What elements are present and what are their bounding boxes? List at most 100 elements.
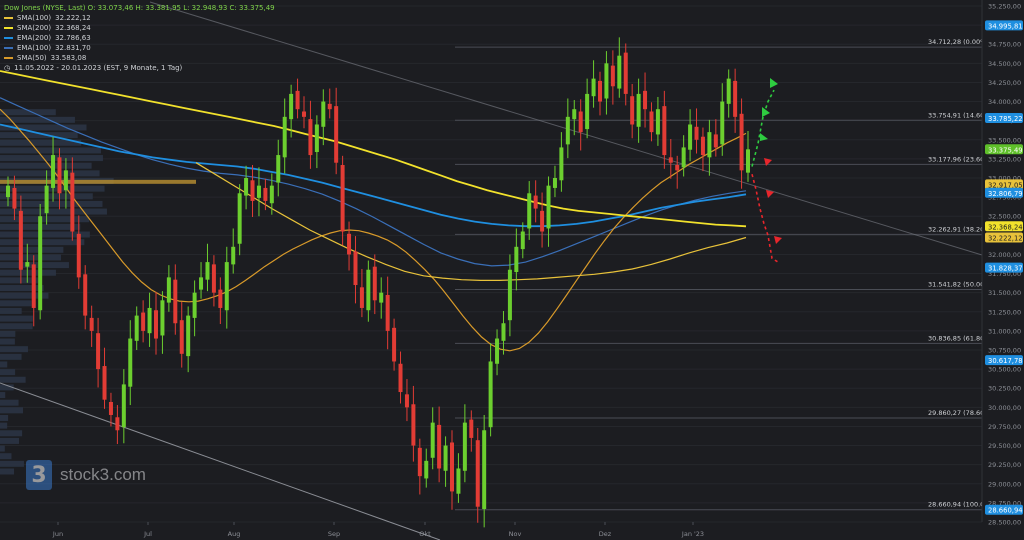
candle (102, 347, 107, 409)
y-tick-label: 32.000,00 (988, 251, 1021, 259)
candle-body (694, 126, 699, 140)
volume-bar (0, 254, 61, 261)
candle (430, 407, 435, 470)
candle (495, 329, 500, 376)
candle (179, 301, 184, 368)
volume-bar (0, 330, 16, 337)
candle (668, 139, 673, 179)
candle-body (231, 246, 236, 265)
candle-body (507, 269, 512, 321)
candle (540, 192, 545, 248)
price-tag-label: 34.995,81 (988, 22, 1023, 30)
legend-item-ema200[interactable]: EMA(200) 32.786,63 (4, 33, 275, 43)
legend-item-sma200[interactable]: SMA(200) 32.368,24 (4, 23, 275, 33)
candle (154, 291, 158, 355)
legend-item-ema100[interactable]: EMA(100) 32.831,70 (4, 43, 275, 53)
candle (244, 165, 249, 210)
candle (250, 165, 255, 217)
scenario-up-path (751, 89, 775, 167)
y-tick-label: 30.000,00 (988, 404, 1021, 412)
candle (269, 173, 274, 215)
candle (733, 68, 738, 133)
candle-body (250, 180, 255, 201)
y-tick-label: 31.750,00 (988, 270, 1021, 278)
candle (334, 87, 339, 175)
candle (379, 277, 384, 319)
candle (12, 175, 17, 221)
candle-body (166, 277, 171, 303)
candle-body (12, 187, 17, 209)
price-tag-label: 30.617,78 (988, 357, 1023, 365)
y-tick-label: 31.000,00 (988, 327, 1021, 335)
candle (218, 277, 223, 325)
candle-body (713, 134, 718, 148)
candle (70, 157, 75, 241)
y-tick-label: 30.250,00 (988, 385, 1021, 393)
candle (359, 268, 364, 318)
price-tag-label: 33.375,49 (988, 146, 1023, 154)
x-tick-label: Okt (419, 530, 431, 538)
candle (282, 98, 287, 174)
candle (115, 405, 120, 445)
y-tick-label: 30.500,00 (988, 366, 1021, 374)
price-tag-bg (985, 187, 1023, 198)
volume-bar (0, 307, 22, 314)
candle (643, 72, 648, 128)
candle-body (520, 231, 525, 250)
volume-bar (0, 231, 90, 238)
candle-body (128, 338, 133, 387)
volume-bar (0, 430, 23, 437)
candle-body (546, 185, 551, 229)
candle-body (314, 124, 319, 153)
candle-body (334, 106, 339, 163)
candle (533, 180, 538, 223)
volume-bar (0, 407, 24, 414)
price-tag: 30.617,78 (985, 355, 1023, 366)
volume-bar (0, 185, 105, 192)
candle-body (276, 155, 281, 183)
candle-body (282, 116, 287, 158)
candle-body (623, 52, 628, 94)
candle (475, 427, 480, 523)
candle (598, 71, 602, 116)
candle-body (469, 419, 474, 438)
candle-body (746, 149, 750, 173)
candle-body (411, 404, 416, 446)
candle (160, 291, 165, 354)
legend-item-sma50[interactable]: SMA(50) 33.583,08 (4, 53, 275, 63)
volume-bar (0, 460, 24, 467)
volume-bar (0, 292, 49, 299)
price-tag-bg (985, 221, 1023, 232)
candle (44, 170, 49, 225)
candle-body (199, 277, 204, 290)
candle-body (604, 63, 609, 99)
candle (739, 98, 744, 189)
price-tag-label: 28.660,94 (988, 507, 1023, 515)
legend-item-sma100[interactable]: SMA(100) 32.222,12 (4, 13, 275, 23)
candle (57, 148, 62, 210)
candle-body (450, 442, 454, 492)
candle-body (83, 274, 88, 316)
candle-body (218, 289, 223, 308)
fib-level-label: 29.860,27 (78.60%) (928, 409, 993, 417)
candle-body (430, 422, 435, 458)
price-tag: 32.806,79 (985, 187, 1023, 198)
candle (501, 311, 506, 355)
candle (662, 90, 667, 169)
candle-body (585, 93, 590, 130)
candle-body (552, 178, 557, 188)
candle-body (51, 155, 56, 188)
legend-swatch (4, 37, 13, 39)
candle (450, 430, 454, 510)
candle (630, 83, 635, 139)
candle-body (347, 233, 352, 255)
volume-bar (0, 116, 75, 123)
volume-bar (0, 139, 82, 146)
candle (340, 155, 345, 246)
candle (263, 178, 268, 211)
candle-body (308, 119, 313, 156)
price-tag-label: 32.222,12 (988, 234, 1023, 242)
candle (578, 99, 583, 151)
candle (392, 318, 397, 371)
